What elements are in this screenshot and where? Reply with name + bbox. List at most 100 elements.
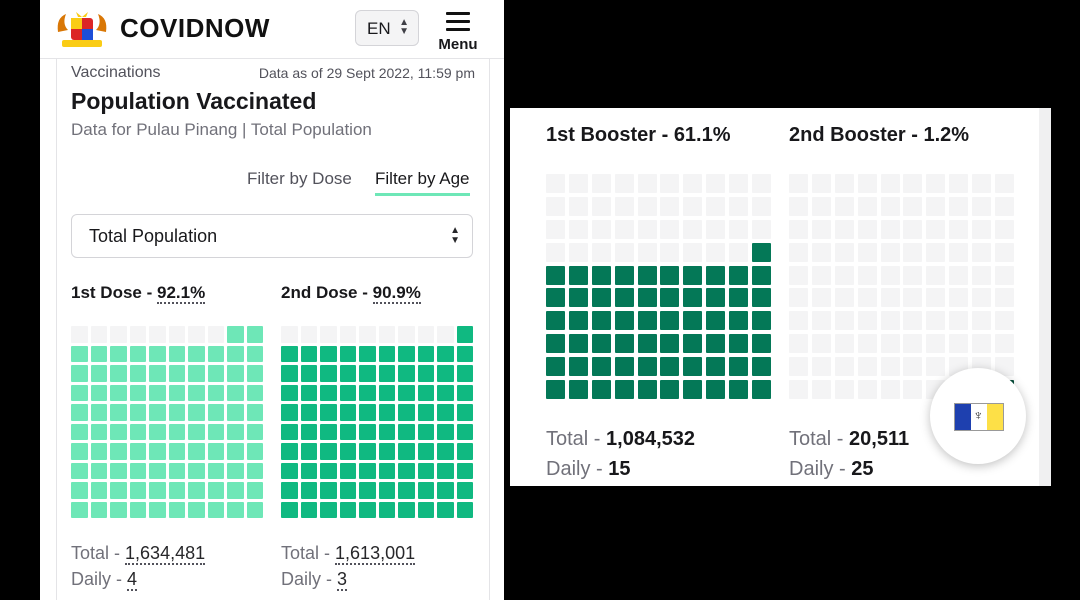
waffle-cell	[456, 482, 473, 499]
waffle-cell	[149, 345, 166, 362]
waffle-cell	[227, 501, 244, 518]
waffle-cell	[168, 423, 185, 440]
waffle-cell	[614, 311, 634, 331]
waffle-cell	[614, 334, 634, 354]
dose-percent[interactable]: 90.9%	[372, 283, 421, 304]
card-subtitle: Data for Pulau Pinang | Total Population	[71, 120, 372, 139]
waffle-cell	[637, 219, 657, 239]
waffle-cell	[129, 482, 146, 499]
card-title: Population Vaccinated	[71, 88, 317, 114]
population-select[interactable]: Total Population ▲ ▼	[71, 214, 473, 258]
waffle-cell	[834, 242, 854, 262]
waffle-cell	[706, 265, 726, 285]
waffle-cell	[637, 174, 657, 193]
waffle-cell	[188, 345, 205, 362]
tab-filter-by-dose[interactable]: Filter by Dose	[247, 169, 352, 188]
waffle-cell	[339, 443, 356, 460]
waffle-cell	[378, 423, 395, 440]
waffle-cell	[546, 380, 565, 400]
waffle-cell	[129, 326, 146, 343]
waffle-cell	[188, 443, 205, 460]
waffle-cell	[949, 311, 969, 331]
waffle-cell	[789, 196, 808, 216]
waffle-cell	[995, 357, 1015, 377]
waffle-cell	[188, 501, 205, 518]
waffle-cell	[129, 384, 146, 401]
waffle-cell	[834, 380, 854, 400]
waffle-cell	[729, 265, 749, 285]
waffle-cell	[857, 357, 877, 377]
waffle-cell	[246, 345, 263, 362]
waffle-cell	[398, 345, 415, 362]
waffle-2nd-booster	[789, 174, 1015, 400]
waffle-cell	[398, 326, 415, 343]
tab-filter-by-age[interactable]: Filter by Age	[375, 169, 470, 196]
daily-1st-dose: Daily - 4	[71, 569, 138, 591]
waffle-cell	[129, 345, 146, 362]
waffle-cell	[880, 265, 900, 285]
waffle-cell	[706, 219, 726, 239]
waffle-cell	[188, 384, 205, 401]
waffle-cell	[110, 365, 127, 382]
waffle-cell	[281, 423, 298, 440]
waffle-cell	[417, 326, 434, 343]
brand-name[interactable]: COVIDNOW	[120, 13, 270, 43]
waffle-cell	[456, 404, 473, 421]
waffle-cell	[591, 196, 611, 216]
waffle-cell	[188, 365, 205, 382]
malaysia-coat-of-arms-logo[interactable]	[54, 8, 110, 50]
waffle-cell	[857, 174, 877, 193]
menu-button[interactable]: Menu	[435, 10, 491, 54]
waffle-cell	[246, 462, 263, 479]
waffle-cell	[90, 482, 107, 499]
waffle-cell	[417, 482, 434, 499]
waffle-cell	[437, 345, 454, 362]
waffle-cell	[281, 384, 298, 401]
waffle-cell	[168, 365, 185, 382]
waffle-cell	[789, 357, 808, 377]
waffle-cell	[90, 501, 107, 518]
waffle-cell	[834, 311, 854, 331]
waffle-cell	[752, 219, 772, 239]
waffle-cell	[168, 384, 185, 401]
phone-screenshot: COVIDNOW EN ▲ ▼ Menu Vaccinations Data as…	[40, 0, 504, 600]
waffle-cell	[437, 365, 454, 382]
waffle-cell	[995, 242, 1015, 262]
waffle-cell	[90, 462, 107, 479]
waffle-cell	[227, 365, 244, 382]
waffle-cell	[339, 404, 356, 421]
waffle-cell	[417, 501, 434, 518]
waffle-cell	[568, 174, 588, 193]
waffle-cell	[706, 242, 726, 262]
waffle-cell	[591, 219, 611, 239]
waffle-2nd-dose	[281, 326, 473, 518]
waffle-cell	[378, 326, 395, 343]
waffle-cell	[926, 311, 946, 331]
waffle-cell	[683, 311, 703, 331]
waffle-cell	[995, 311, 1015, 331]
waffle-cell	[90, 404, 107, 421]
scrollbar-track[interactable]	[1039, 108, 1051, 486]
waffle-cell	[437, 326, 454, 343]
waffle-cell	[903, 334, 923, 354]
waffle-cell	[880, 380, 900, 400]
waffle-cell	[789, 311, 808, 331]
waffle-cell	[281, 365, 298, 382]
waffle-1st-booster	[546, 174, 772, 400]
waffle-cell	[398, 482, 415, 499]
waffle-cell	[683, 334, 703, 354]
state-flag-button[interactable]: ♆	[930, 368, 1026, 464]
waffle-cell	[752, 265, 772, 285]
waffle-cell	[320, 482, 337, 499]
waffle-cell	[591, 311, 611, 331]
waffle-cell	[706, 196, 726, 216]
waffle-cell	[546, 242, 565, 262]
waffle-cell	[110, 326, 127, 343]
waffle-cell	[591, 334, 611, 354]
waffle-cell	[188, 326, 205, 343]
language-select[interactable]: EN ▲ ▼	[355, 10, 419, 46]
waffle-cell	[456, 384, 473, 401]
waffle-cell	[281, 462, 298, 479]
daily-1st-booster: Daily - 15	[546, 458, 631, 480]
dose-percent[interactable]: 92.1%	[156, 283, 206, 304]
